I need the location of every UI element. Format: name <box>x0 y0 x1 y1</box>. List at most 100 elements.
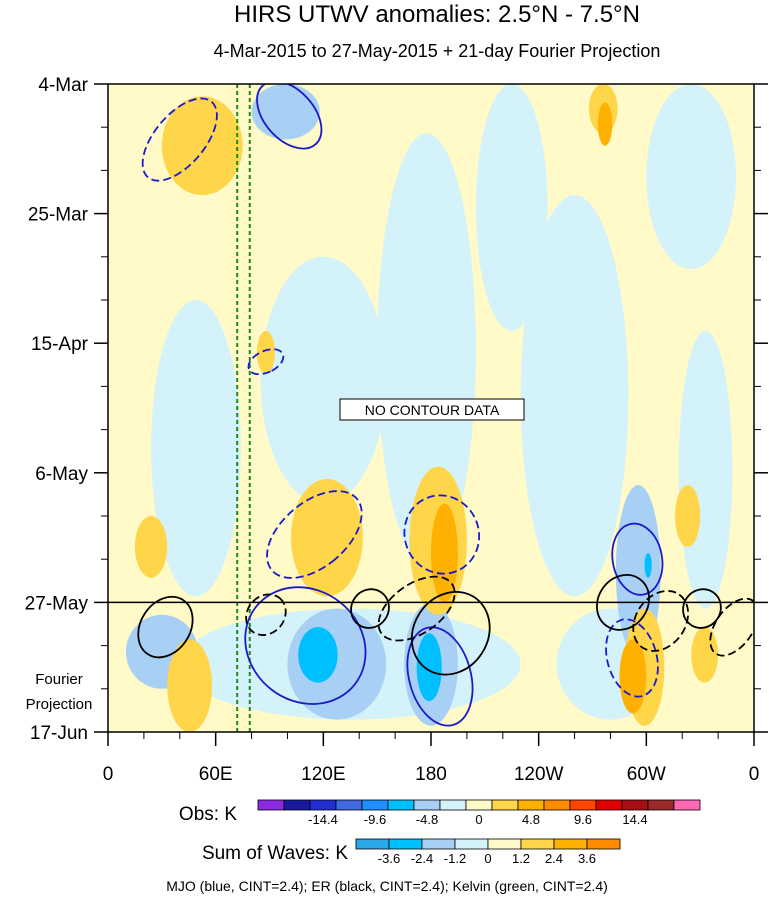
waves-colorbar-tick-label: 1.2 <box>512 851 530 866</box>
obs-colorbar-swatch-12 <box>569 799 597 811</box>
kelvin-reference-lines <box>236 84 251 732</box>
obs-colorbar-swatch-9 <box>491 799 519 811</box>
obs-colorbar-swatch-13 <box>595 799 623 811</box>
obs-colorbar-tick-label: -9.6 <box>364 812 386 827</box>
waves-colorbar-swatch-3 <box>454 838 489 850</box>
waves-colorbar-tick-label: -2.4 <box>411 851 433 866</box>
obs-colorbar-swatch-10 <box>517 799 545 811</box>
obs-colorbar-tick-label: -4.8 <box>416 812 438 827</box>
y-tick-label: 17-Jun <box>30 723 88 744</box>
chart-subtitle: 4-Mar-2015 to 27-May-2015 + 21-day Fouri… <box>214 41 661 61</box>
obs-colorbar: -14.4 -9.6 -4.8 0 4.8 9.6 14.4 <box>257 799 701 827</box>
anomaly-patch-28 <box>431 503 458 603</box>
no-data-label: NO CONTOUR DATA <box>365 402 500 418</box>
anomaly-patch-14 <box>251 84 320 140</box>
wave-contour-er-12 <box>377 575 456 642</box>
waves-colorbar-swatch-7 <box>586 838 621 850</box>
obs-colorbar-swatch-4 <box>361 799 389 811</box>
anomaly-patch-25 <box>691 627 719 683</box>
anomaly-patch-4 <box>475 84 548 331</box>
anomaly-patch-3 <box>377 133 476 566</box>
obs-colorbar-tick-label: 4.8 <box>522 812 540 827</box>
obs-colorbar-swatch-15 <box>647 799 675 811</box>
obs-colorbar-swatch-16 <box>673 799 701 811</box>
wave-contour-mjo-3 <box>266 490 363 579</box>
y-tick-label: 27-May <box>25 593 89 614</box>
wave-contour-er-10 <box>245 593 287 636</box>
obs-colorbar-swatch-1 <box>283 799 311 811</box>
anomaly-patch-16 <box>416 633 442 702</box>
anomaly-patch-6 <box>646 84 737 270</box>
obs-colorbar-swatch-6 <box>413 799 441 811</box>
plot-area <box>108 84 754 732</box>
obs-colorbar-label: Obs: K <box>179 804 237 825</box>
obs-colorbar-swatch-3 <box>335 799 363 811</box>
waves-colorbar-swatch-1 <box>388 838 423 850</box>
obs-colorbar-swatch-5 <box>387 799 415 811</box>
obs-colorbar-tick-label: 9.6 <box>574 812 592 827</box>
wave-contour-mjo-0 <box>141 97 218 182</box>
waves-colorbar-tick-label: 0 <box>484 851 491 866</box>
obs-colorbar-tick-label: 0 <box>475 812 482 827</box>
x-axis: 0 60E 120E 180 120W 60W 0 <box>103 732 760 785</box>
obs-colorbar-swatch-2 <box>309 799 337 811</box>
x-tick-label: 60E <box>199 764 233 785</box>
wave-contour-er-11 <box>350 588 390 629</box>
anomaly-patch-5 <box>520 195 629 597</box>
anomaly-patch-1 <box>151 300 241 597</box>
x-tick-label: 120W <box>514 764 564 785</box>
y-tick-label: 15-Apr <box>31 334 89 355</box>
waves-colorbar: -3.6 -2.4 -1.2 0 1.2 2.4 3.6 <box>355 838 621 866</box>
wave-contour-mjo-7 <box>611 522 664 596</box>
wave-contour-mjo-4 <box>403 494 481 575</box>
wave-contour-er-14 <box>596 574 650 631</box>
y-tick-label: 6-May <box>35 464 88 485</box>
obs-colorbar-swatch-7 <box>439 799 467 811</box>
anomaly-patch-29 <box>619 639 647 714</box>
anomaly-patch-18 <box>161 96 243 196</box>
waves-colorbar-swatch-0 <box>355 838 390 850</box>
wave-contour-er-16 <box>682 588 722 629</box>
y-axis: 4-Mar 25-Mar 15-Apr 6-May 27-May 17-Jun <box>25 75 768 744</box>
wave-contour-mjo-2 <box>247 348 285 376</box>
obs-colorbar-swatch-11 <box>543 799 571 811</box>
y-tick-label: 25-Mar <box>28 205 89 226</box>
anomaly-patch-2 <box>260 256 387 504</box>
obs-colorbar-tick-label: -14.4 <box>308 812 338 827</box>
y-tick-label: 4-Mar <box>38 75 88 96</box>
waves-colorbar-tick-label: 3.6 <box>578 851 596 866</box>
chart-title: HIRS UTWV anomalies: 2.5°N - 7.5°N <box>234 1 640 28</box>
obs-colorbar-swatch-14 <box>621 799 649 811</box>
waves-colorbar-tick-label: -3.6 <box>378 851 400 866</box>
obs-colorbar-swatch-0 <box>257 799 285 811</box>
anomaly-patch-17 <box>644 553 652 578</box>
waves-colorbar-swatch-6 <box>553 838 588 850</box>
wave-contour-er-17 <box>709 597 754 657</box>
x-tick-label: 0 <box>103 764 114 785</box>
projection-label-line-1: Fourier <box>35 671 83 688</box>
projection-label-line-2: Projection <box>26 696 93 713</box>
waves-colorbar-swatch-4 <box>487 838 522 850</box>
wave-contour-mjo-6 <box>406 626 474 727</box>
waves-colorbar-swatch-5 <box>520 838 555 850</box>
wave-contour-mjo-8 <box>605 618 659 698</box>
anomaly-patch-7 <box>678 330 733 609</box>
anomaly-patch-15 <box>298 627 338 683</box>
anomaly-patch-23 <box>167 639 213 732</box>
x-tick-label: 60W <box>627 764 666 785</box>
anomaly-patch-22 <box>134 516 168 578</box>
anomaly-patch-30 <box>597 102 613 146</box>
wave-contour-er-9 <box>137 595 194 659</box>
waves-colorbar-label: Sum of Waves: K <box>202 843 348 864</box>
anomaly-patch-20 <box>291 478 363 597</box>
waves-colorbar-tick-label: -1.2 <box>444 851 466 866</box>
wave-contour-mjo-1 <box>256 84 323 150</box>
obs-colorbar-tick-label: 14.4 <box>622 812 647 827</box>
wave-contour-er-15 <box>632 590 690 652</box>
footer-legend: MJO (blue, CINT=2.4); ER (black, CINT=2.… <box>166 878 608 894</box>
waves-colorbar-swatch-2 <box>421 838 456 850</box>
anomaly-field <box>108 84 754 732</box>
x-tick-label: 120E <box>301 764 345 785</box>
x-tick-label: 0 <box>749 764 760 785</box>
